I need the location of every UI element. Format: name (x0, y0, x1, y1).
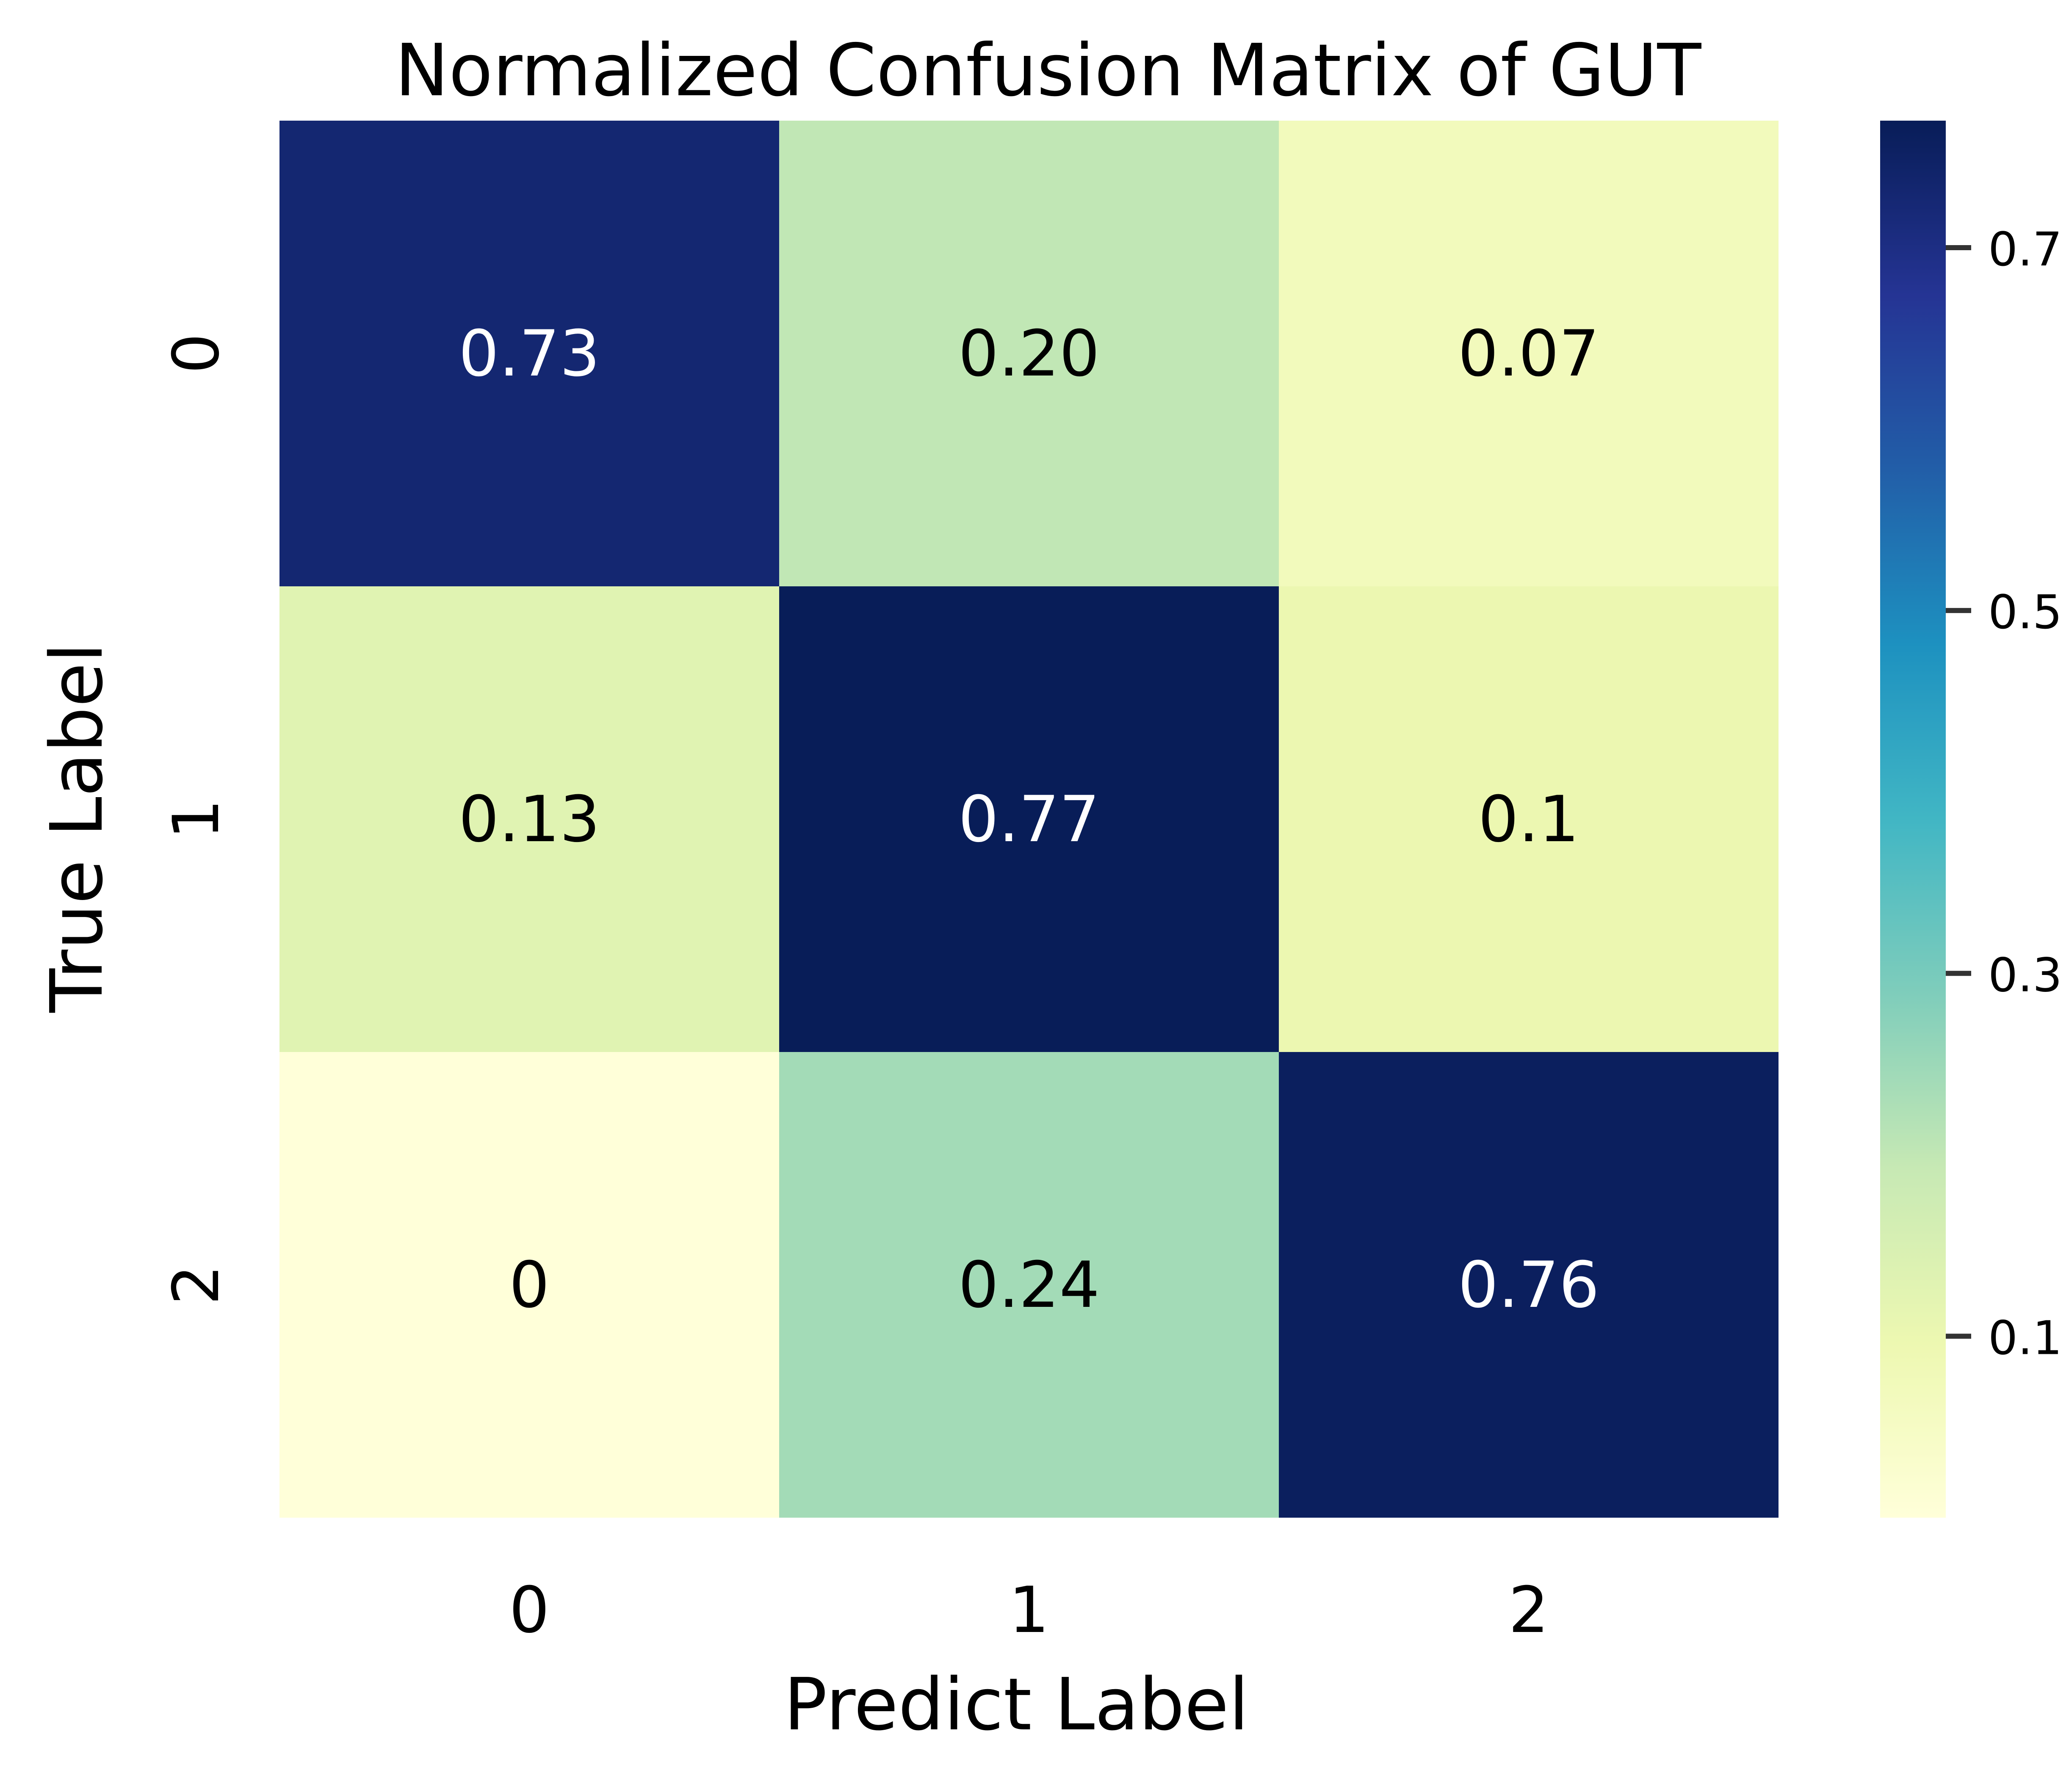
heatmap-cell-label-0-2: 0.07 (1458, 317, 1599, 391)
heatmap-cell-0-0 (279, 121, 779, 586)
heatmap-cell-2-0 (279, 1052, 779, 1518)
heatmap-cell-0-1 (779, 121, 1279, 586)
x-axis-label: Predict Label (784, 1663, 1249, 1747)
y-tick-label-0: 0 (160, 333, 233, 373)
y-axis-label: True Label (35, 643, 119, 1013)
heatmap-cell-1-1 (779, 586, 1279, 1052)
heatmap-cell-label-2-0: 0 (509, 1248, 549, 1322)
y-tick-label-1: 1 (160, 799, 233, 839)
x-tick-label-1: 1 (1009, 1574, 1049, 1647)
heatmap-cell-2-1 (779, 1052, 1279, 1518)
heatmap-cell-label-1-1: 0.77 (958, 783, 1100, 856)
chart-title: Normalized Confusion Matrix of GUT (395, 29, 1702, 113)
colorbar (1880, 121, 1946, 1518)
x-tick-label-0: 0 (509, 1574, 549, 1647)
colorbar-tick-label-1: 0.3 (1988, 948, 2062, 1002)
heatmap-cell-label-0-0: 0.73 (459, 317, 600, 391)
heatmap-cell-label-0-1: 0.20 (958, 317, 1100, 391)
heatmap-cells (279, 121, 1779, 1518)
heatmap-cell-label-2-2: 0.76 (1458, 1248, 1599, 1322)
heatmap-cell-label-1-2: 0.1 (1478, 783, 1579, 856)
x-axis-ticks: 0 1 2 (509, 1574, 1549, 1647)
colorbar-tick-label-3: 0.7 (1988, 222, 2062, 276)
heatmap-cell-1-0 (279, 586, 779, 1052)
heatmap-cell-label-2-1: 0.24 (958, 1248, 1100, 1322)
x-tick-label-2: 2 (1508, 1574, 1549, 1647)
heatmap-cell-0-2 (1279, 121, 1779, 586)
colorbar-tick-label-2: 0.5 (1988, 585, 2062, 639)
y-axis-ticks: 0 1 2 (160, 333, 233, 1305)
heatmap-cell-label-1-0: 0.13 (459, 783, 600, 856)
colorbar-ticks: 0.1 0.3 0.5 0.7 (1946, 222, 2062, 1365)
heatmap-cell-labels: 0.73 0.20 0.07 0.13 0.77 0.1 0 0.24 0.76 (459, 317, 1599, 1322)
heatmap-cell-1-2 (1279, 586, 1779, 1052)
heatmap-cell-2-2 (1279, 1052, 1779, 1518)
y-tick-label-2: 2 (160, 1265, 233, 1305)
colorbar-tick-label-0: 0.1 (1988, 1311, 2062, 1365)
